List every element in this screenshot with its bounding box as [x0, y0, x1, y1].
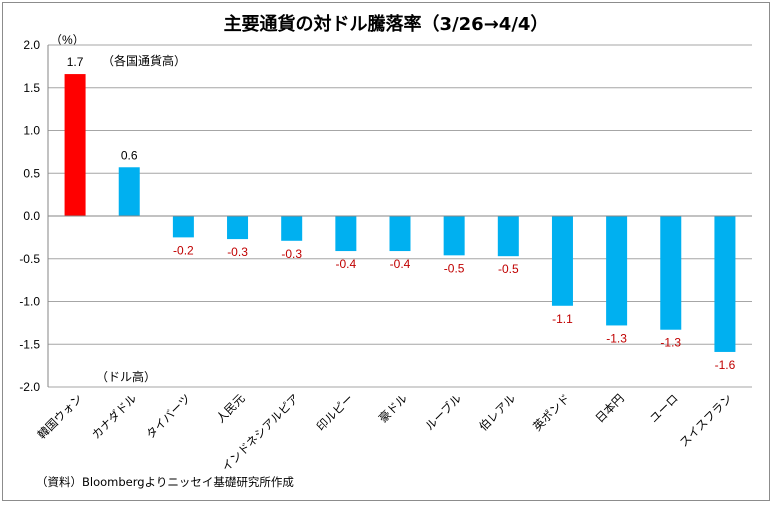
y-tick-label: 1.5	[23, 81, 40, 95]
annotation-currency-up: （各国通貨高）	[102, 53, 186, 68]
data-label: 0.6	[121, 148, 138, 162]
x-tick-label: 英ポンド	[530, 391, 572, 433]
y-tick-label: -2.0	[19, 380, 40, 394]
data-label: -0.5	[498, 262, 519, 276]
x-tick-label: 日本円	[592, 391, 626, 425]
bar	[714, 216, 736, 352]
bars	[64, 74, 736, 352]
y-axis-unit-label: （%）	[50, 33, 85, 47]
bar	[660, 216, 682, 330]
x-tick-label: ユーロ	[647, 391, 681, 425]
bar	[443, 216, 465, 256]
bar	[606, 216, 628, 326]
data-label: -1.3	[606, 331, 627, 345]
x-tick-label: ルーブル	[422, 391, 464, 433]
bar	[335, 216, 357, 252]
data-label: -1.6	[715, 358, 736, 372]
y-tick-label: -1.0	[19, 295, 40, 309]
x-tick-label: 印ルピー	[314, 391, 356, 433]
data-label: -1.1	[552, 312, 573, 326]
x-tick-label: スイスフラン	[677, 391, 735, 449]
data-label: -0.2	[173, 243, 194, 257]
y-tick-label: 0.0	[23, 209, 40, 223]
annotation-dollar-up: （ドル高）	[96, 369, 156, 384]
data-label: -0.4	[390, 257, 411, 271]
y-tick-label: 0.5	[23, 166, 40, 180]
x-tick-label: カナダドル	[89, 391, 140, 442]
x-tick-label: 伯レアル	[476, 391, 518, 433]
bar	[118, 167, 140, 216]
bar	[389, 216, 411, 252]
bar	[172, 216, 194, 238]
y-tick-label: -1.5	[19, 337, 40, 351]
x-tick-label: タイバーツ	[143, 391, 193, 441]
y-tick-label: 1.0	[23, 124, 40, 138]
data-label: -0.3	[227, 245, 248, 259]
bar	[497, 216, 519, 257]
x-tick-label: 人民元	[213, 391, 248, 426]
bar	[551, 216, 573, 306]
bar	[64, 74, 86, 216]
y-tick-label: -0.5	[19, 252, 40, 266]
bar	[281, 216, 303, 241]
data-label: -0.5	[444, 261, 465, 275]
bar	[227, 216, 249, 240]
data-label: -0.3	[281, 247, 302, 261]
data-label: 1.7	[67, 55, 84, 69]
y-tick-label: 2.0	[23, 38, 40, 52]
x-tick-label: 豪ドル	[376, 391, 410, 425]
data-labels: 1.7 0.6 -0.2 -0.3 -0.3 -0.4 -0.4 -0.5 -0.5 -1.1 -1…	[67, 55, 736, 372]
data-label: -0.4	[336, 257, 357, 271]
x-tick-label: 韓国ウォン	[35, 391, 86, 442]
source-note: （資料）Bloombergよりニッセイ基礎研究所作成	[36, 475, 294, 489]
chart-title: 主要通貨の対ドル騰落率（3/26→4/4）	[224, 13, 549, 35]
data-label: -1.3	[660, 336, 681, 350]
